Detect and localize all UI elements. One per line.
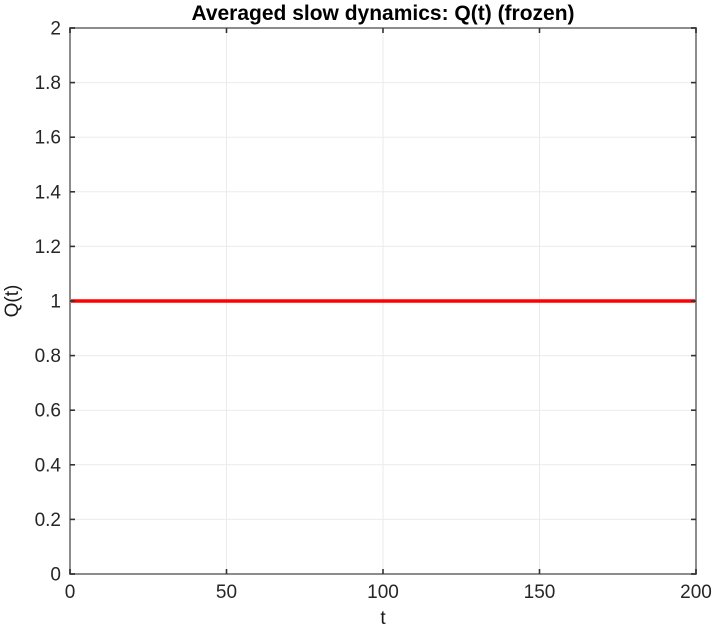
y-tick-label: 0 [50,565,61,586]
x-tick-label: 100 [367,582,399,603]
y-tick-label: 0.2 [35,510,61,531]
y-tick-label: 0.8 [35,346,61,367]
y-tick-label: 1.6 [35,128,61,149]
y-tick-label: 2 [50,19,61,40]
y-tick-label: 1.8 [35,73,61,94]
x-axis-label: t [380,608,386,629]
x-tick-label: 50 [216,582,237,603]
y-tick-label: 1.2 [35,237,61,258]
chart-title: Averaged slow dynamics: Q(t) (frozen) [191,2,575,25]
x-tick-label: 150 [524,582,556,603]
y-tick-label: 1 [50,292,61,313]
y-tick-label: 0.6 [35,401,61,422]
x-tick-label: 0 [65,582,76,603]
x-tick-label: 200 [680,582,712,603]
y-tick-label: 0.4 [35,455,62,476]
y-tick-label: 1.4 [35,182,62,203]
